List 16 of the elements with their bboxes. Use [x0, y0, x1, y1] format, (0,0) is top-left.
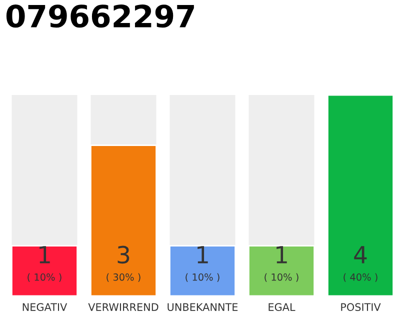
annotation: ( 10% )	[264, 273, 298, 282]
x-tick-label: EGAL	[268, 303, 296, 312]
x-tick-label: NEGATIV	[22, 303, 68, 312]
x-tick-label: POSITIV	[341, 303, 381, 312]
data-label: 1	[40, 246, 50, 264]
annotation: ( 10% )	[186, 273, 220, 282]
data-label: 4	[354, 246, 367, 264]
data-label: 1	[198, 246, 208, 264]
annotation: ( 10% )	[28, 273, 62, 282]
annotation: ( 30% )	[106, 273, 140, 282]
annotation: ( 40% )	[344, 273, 378, 282]
x-tick-label: VERWIRREND	[88, 303, 158, 311]
data-label: 3	[118, 246, 130, 264]
x-tick-label: UNBEKANNTE	[168, 303, 238, 312]
data-label: 1	[276, 246, 287, 264]
chart-title: 079662297	[6, 4, 194, 28]
